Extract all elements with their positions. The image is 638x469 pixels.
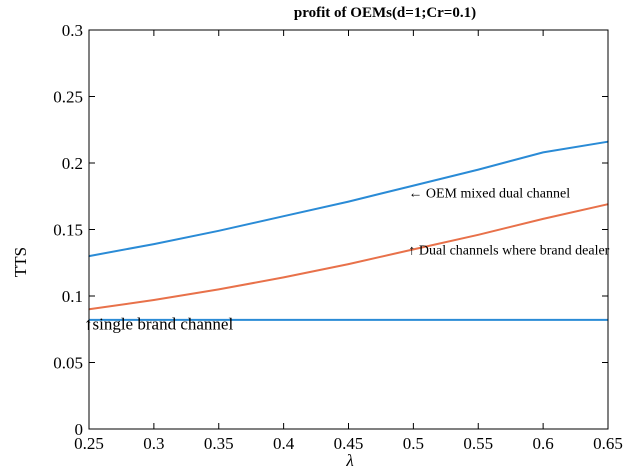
x-tick-label: 0.65 — [593, 434, 623, 453]
plot-frame — [88, 29, 609, 430]
series-2-point — [283, 276, 285, 278]
y-tick-label: 0.05 — [53, 354, 83, 373]
x-tick-label: 0.6 — [533, 434, 554, 453]
annotation-label: ← OEM mixed dual channel — [408, 186, 570, 201]
series-2-point — [477, 234, 479, 236]
series-2-point — [542, 218, 544, 220]
x-tick-label: 0.35 — [204, 434, 234, 453]
series-1-point — [477, 169, 479, 171]
series-3-point — [218, 319, 220, 321]
series-1-point — [153, 243, 155, 245]
y-tick-label: 0 — [75, 420, 84, 439]
ticks-layer: 0.25 0.3 0.35 0.4 0.45 0.5 0.55 0.6 0.65 0 0.05 0.1… — [53, 21, 623, 453]
series-3-point — [347, 319, 350, 321]
y-tick-label: 0.1 — [62, 287, 83, 306]
x-tick-label: 0.4 — [273, 434, 295, 453]
series-2-point — [412, 248, 414, 251]
x-axis-label: λ — [345, 451, 353, 469]
x-tick-label: 0.55 — [463, 434, 493, 453]
series-2-point — [153, 299, 155, 301]
y-tick-label: 0.25 — [53, 88, 83, 107]
series-layer — [88, 140, 609, 321]
series-1-point — [218, 230, 220, 232]
series-1-point — [283, 215, 285, 217]
y-tick-label: 0.2 — [62, 154, 83, 173]
annotation-label: ↑single brand channel — [84, 315, 233, 334]
x-tick-label: 0.45 — [334, 434, 364, 453]
annotation-label: ↑ Dual channels where brand dealer — [408, 243, 609, 258]
annotation-layer: ← OEM mixed dual channel ↑ Dual channels … — [84, 186, 610, 333]
y-tick-label: 0.3 — [62, 21, 83, 40]
series-3-point — [153, 319, 155, 321]
y-axis-label: TTS — [11, 247, 30, 277]
series-3-point — [283, 319, 285, 321]
y-tick-label: 0.15 — [53, 221, 83, 240]
series-3-point — [412, 319, 414, 321]
x-tick-label: 0.25 — [74, 434, 104, 453]
series-1-point — [347, 200, 350, 203]
series-3-point — [542, 319, 544, 321]
series-3-point — [477, 319, 479, 321]
series-2-point — [347, 263, 350, 265]
series-1-point — [412, 185, 414, 187]
x-tick-label: 0.5 — [403, 434, 424, 453]
chart-title: profit of OEMs(d=1;Cr=0.1) — [294, 5, 476, 21]
series-2-point — [218, 288, 220, 290]
series-1-point — [542, 151, 544, 153]
x-tick-label: 0.3 — [143, 434, 164, 453]
